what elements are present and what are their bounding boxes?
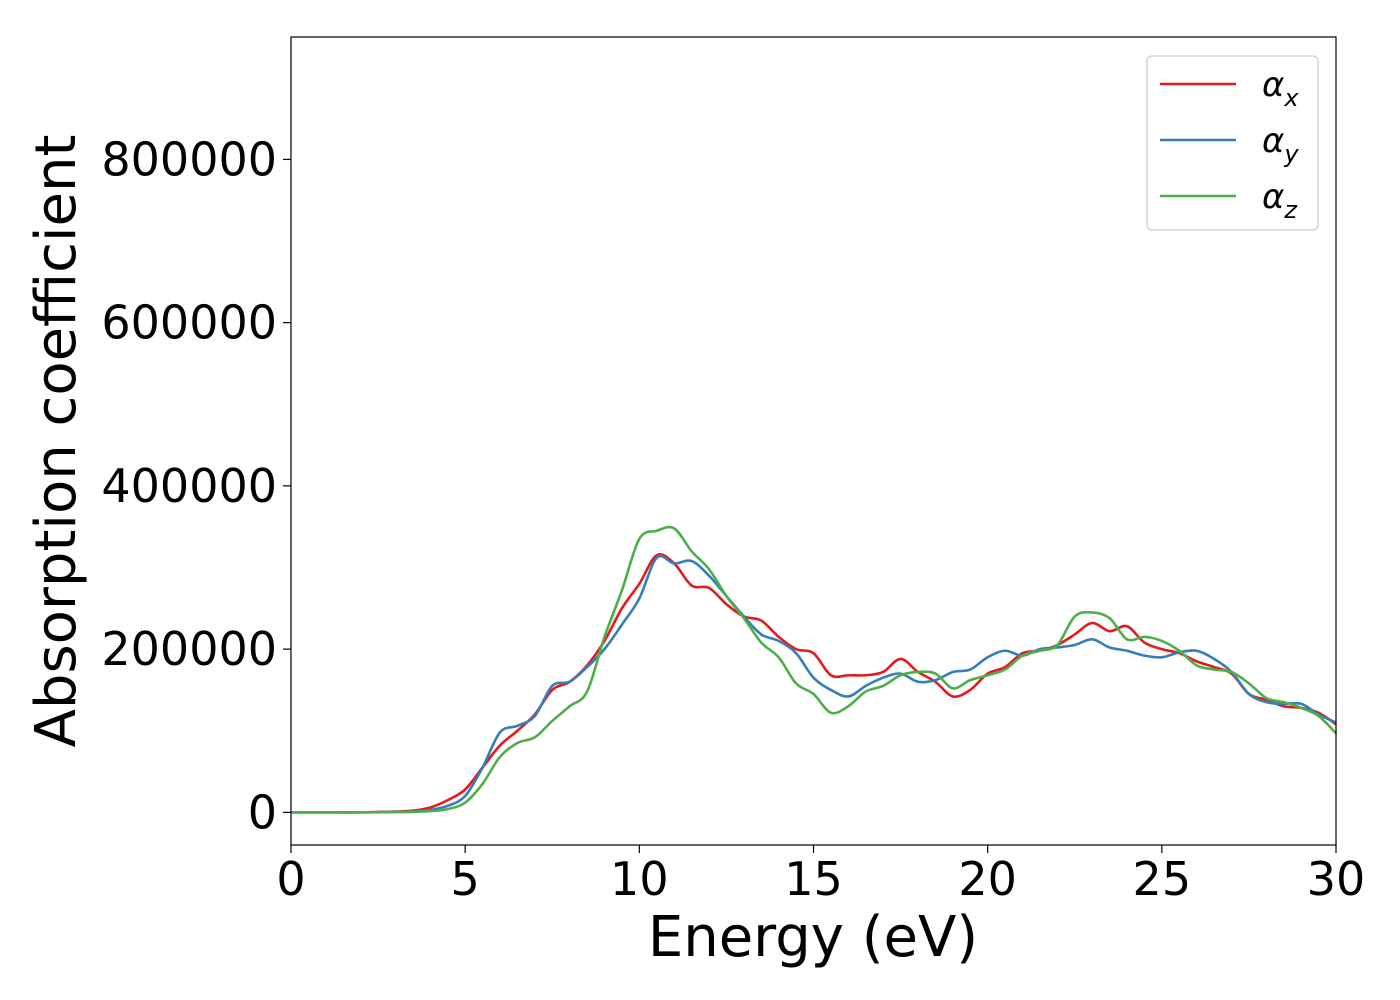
series-line-y bbox=[291, 554, 1337, 814]
y-tick-label: 800000 bbox=[101, 132, 277, 186]
y-axis-title: Absorption coefficient bbox=[24, 135, 89, 748]
x-tick-label: 5 bbox=[451, 852, 480, 906]
x-axis-title: Energy (eV) bbox=[648, 905, 978, 970]
legend-label-subscript: z bbox=[1283, 196, 1298, 224]
y-axis: 0 200000 400000 600000 800000 bbox=[101, 132, 291, 839]
y-tick-label: 200000 bbox=[101, 622, 277, 676]
legend-label-subscript: x bbox=[1283, 84, 1299, 112]
legend-box bbox=[1146, 55, 1319, 231]
legend-label-z: αz bbox=[1262, 177, 1298, 224]
legend-label-main: α bbox=[1262, 177, 1284, 217]
y-tick-label: 0 bbox=[248, 785, 277, 839]
y-tick-label: 400000 bbox=[101, 459, 277, 513]
x-tick-label: 15 bbox=[784, 852, 843, 906]
series-line-x bbox=[291, 553, 1337, 814]
legend-label-main: α bbox=[1262, 65, 1284, 105]
x-tick-label: 0 bbox=[276, 852, 305, 906]
legend-label-y: αy bbox=[1262, 121, 1299, 168]
legend-label-main: α bbox=[1262, 121, 1284, 161]
legend-label-subscript: y bbox=[1283, 140, 1299, 168]
series-line-z bbox=[291, 525, 1337, 814]
y-tick-label: 600000 bbox=[101, 296, 277, 350]
x-tick-label: 10 bbox=[610, 852, 669, 906]
x-axis: 0 5 10 15 20 25 30 bbox=[276, 845, 1365, 906]
series-layer bbox=[291, 525, 1337, 814]
x-tick-label: 25 bbox=[1133, 852, 1192, 906]
x-tick-label: 30 bbox=[1307, 852, 1366, 906]
legend-label-x: αx bbox=[1262, 65, 1299, 112]
x-tick-label: 20 bbox=[958, 852, 1017, 906]
